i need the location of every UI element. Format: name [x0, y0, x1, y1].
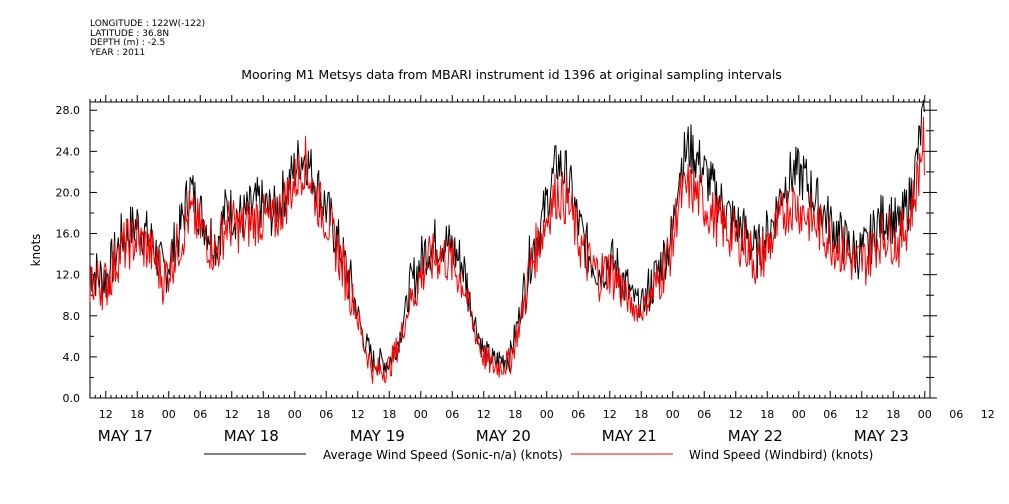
x-tick-label: 18: [508, 408, 522, 421]
legend-label-windbird-wind-speed: Wind Speed (Windbird) (knots): [689, 448, 873, 462]
x-tick-label: 06: [823, 408, 837, 421]
metadata-block: LONGITUDE : 122W(-122) LATITUDE : 36.8N …: [90, 19, 206, 58]
series-line-windbird-wind-speed: [89, 116, 925, 384]
metadata-longitude: LONGITUDE : 122W(-122): [90, 19, 206, 29]
x-tick-label: 06: [697, 408, 711, 421]
x-tick-label: 06: [571, 408, 585, 421]
x-tick-label: 00: [414, 408, 428, 421]
x-tick-label: 12: [99, 408, 113, 421]
y-tick-label: 0.0: [63, 392, 81, 405]
x-day-label: MAY 19: [350, 427, 405, 445]
x-tick-label: 00: [666, 408, 680, 421]
y-tick-label: 4.0: [63, 351, 81, 364]
y-tick-label: 12.0: [56, 269, 81, 282]
metadata-depth: DEPTH (m) : -2.5: [90, 38, 166, 48]
x-tick-label: 00: [288, 408, 302, 421]
x-tick-label: 06: [319, 408, 333, 421]
y-axis-label: knots: [29, 234, 43, 267]
x-tick-label: 06: [949, 408, 963, 421]
x-day-label: MAY 18: [224, 427, 279, 445]
x-tick-label: 06: [193, 408, 207, 421]
x-tick-label: 12: [603, 408, 617, 421]
x-tick-label: 18: [130, 408, 144, 421]
x-tick-label: 12: [855, 408, 869, 421]
legend-label-average-wind-speed: Average Wind Speed (Sonic-n/a) (knots): [323, 448, 563, 462]
x-tick-label: 00: [792, 408, 806, 421]
y-tick-label: 8.0: [63, 310, 81, 323]
x-day-label: MAY 23: [854, 427, 909, 445]
x-tick-label: 00: [162, 408, 176, 421]
x-tick-label: 12: [477, 408, 491, 421]
x-tick-label: 18: [760, 408, 774, 421]
y-tick-label: 24.0: [56, 145, 81, 158]
metadata-latitude: LATITUDE : 36.8N: [90, 28, 170, 39]
chart-title: Mooring M1 Metsys data from MBARI instru…: [241, 67, 782, 82]
x-day-label: MAY 21: [602, 427, 657, 445]
x-tick-label: 12: [729, 408, 743, 421]
x-tick-label: 18: [634, 408, 648, 421]
x-tick-label: 12: [351, 408, 365, 421]
y-tick-label: 20.0: [56, 186, 81, 199]
series-line-average-wind-speed: [89, 99, 925, 376]
y-tick-label: 16.0: [56, 228, 81, 241]
x-tick-label: 12: [981, 408, 995, 421]
metadata-year: YEAR : 2011: [90, 47, 146, 58]
x-tick-label: 18: [256, 408, 270, 421]
x-tick-label: 00: [540, 408, 554, 421]
chart-axes: 12 18 00 06 12 18 00 06 12 18 00 06 12 18 00 06 12 18 00 06…: [29, 95, 995, 445]
chart-legend: Average Wind Speed (Sonic-n/a) (knots) Wi…: [204, 448, 873, 462]
x-tick-label: 06: [445, 408, 459, 421]
x-day-label: MAY 22: [728, 427, 783, 445]
x-tick-label: 00: [918, 408, 932, 421]
chart-series: [89, 99, 925, 384]
y-tick-label: 28.0: [56, 104, 81, 117]
x-tick-label: 18: [382, 408, 396, 421]
x-day-label: MAY 17: [98, 427, 153, 445]
x-tick-label: 12: [225, 408, 239, 421]
x-tick-label: 18: [886, 408, 900, 421]
x-day-label: MAY 20: [476, 427, 531, 445]
